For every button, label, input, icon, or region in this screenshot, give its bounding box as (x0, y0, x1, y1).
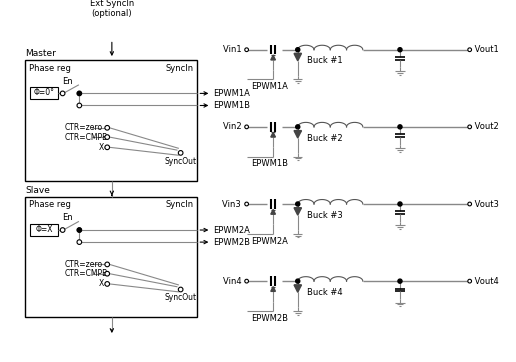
Circle shape (398, 125, 402, 129)
Circle shape (468, 279, 472, 283)
Circle shape (296, 125, 300, 129)
Circle shape (296, 202, 300, 206)
Circle shape (77, 91, 82, 96)
Text: SyncOut: SyncOut (165, 157, 197, 165)
Text: SyncIn: SyncIn (166, 200, 194, 209)
Circle shape (77, 228, 81, 232)
Circle shape (398, 202, 402, 206)
Text: EPWM1A: EPWM1A (251, 82, 288, 91)
Polygon shape (271, 132, 276, 137)
Text: Vout2: Vout2 (473, 122, 499, 131)
Circle shape (296, 279, 300, 283)
Text: En: En (62, 77, 73, 86)
Circle shape (179, 151, 183, 155)
Text: Vout1: Vout1 (473, 45, 499, 54)
Text: CTR=CMPB: CTR=CMPB (64, 132, 108, 142)
Text: Buck #4: Buck #4 (307, 288, 343, 297)
Circle shape (245, 202, 249, 206)
Circle shape (105, 262, 109, 267)
Circle shape (105, 145, 109, 150)
Circle shape (60, 91, 65, 96)
Circle shape (398, 48, 402, 52)
Text: CTR=CMPB: CTR=CMPB (64, 269, 108, 278)
Circle shape (77, 228, 82, 232)
Circle shape (468, 202, 472, 206)
Text: Vin4: Vin4 (222, 277, 244, 286)
Text: Vin3: Vin3 (222, 199, 244, 209)
Bar (30, 87, 58, 99)
Circle shape (179, 287, 183, 292)
Text: Phase reg: Phase reg (29, 200, 71, 209)
Text: Vout4: Vout4 (473, 277, 499, 286)
Circle shape (77, 240, 82, 244)
Polygon shape (294, 131, 301, 138)
Text: Buck #2: Buck #2 (307, 134, 343, 143)
Text: X: X (99, 143, 104, 152)
Circle shape (245, 125, 249, 129)
Text: SyncIn: SyncIn (166, 64, 194, 73)
Polygon shape (294, 208, 301, 215)
Text: EPWM2B: EPWM2B (213, 237, 250, 247)
Text: En: En (62, 214, 73, 222)
Text: EPWM2A: EPWM2A (251, 236, 288, 245)
Text: SyncOut: SyncOut (165, 293, 197, 302)
Polygon shape (271, 287, 276, 291)
Polygon shape (294, 285, 301, 292)
Circle shape (296, 48, 300, 52)
Text: Ext SyncIn
(optional): Ext SyncIn (optional) (90, 0, 134, 18)
Circle shape (77, 103, 82, 108)
Bar (25, 60, 197, 181)
Circle shape (105, 135, 109, 139)
Bar (25, 197, 197, 317)
Text: X: X (99, 279, 104, 289)
Text: Buck #3: Buck #3 (307, 211, 343, 220)
Text: Vin2: Vin2 (222, 122, 244, 131)
Bar (30, 223, 58, 236)
Text: CTR=zero: CTR=zero (64, 123, 103, 132)
Circle shape (245, 48, 249, 51)
Text: EPWM2A: EPWM2A (213, 226, 250, 235)
Circle shape (105, 282, 109, 286)
Circle shape (77, 92, 81, 95)
Text: EPWM1A: EPWM1A (213, 89, 250, 98)
Text: EPWM1B: EPWM1B (251, 159, 288, 168)
Text: Buck #1: Buck #1 (307, 56, 343, 66)
Circle shape (245, 279, 249, 283)
Text: Master: Master (25, 49, 56, 58)
Text: CTR=zero: CTR=zero (64, 260, 103, 269)
Polygon shape (271, 210, 276, 214)
Circle shape (105, 126, 109, 130)
Text: EPWM2B: EPWM2B (251, 313, 288, 323)
Text: Φ=X: Φ=X (35, 225, 53, 234)
Circle shape (398, 279, 402, 283)
Text: Slave: Slave (25, 186, 50, 195)
Text: Phase reg: Phase reg (29, 64, 71, 73)
Text: Vin1: Vin1 (222, 45, 244, 54)
Circle shape (468, 125, 472, 129)
Text: EPWM1B: EPWM1B (213, 101, 250, 110)
Circle shape (60, 228, 65, 232)
Text: Vout3: Vout3 (473, 199, 499, 209)
Text: Φ=0°: Φ=0° (34, 88, 55, 97)
Circle shape (105, 272, 109, 276)
Polygon shape (271, 55, 276, 60)
Polygon shape (294, 54, 301, 61)
Circle shape (468, 48, 472, 51)
